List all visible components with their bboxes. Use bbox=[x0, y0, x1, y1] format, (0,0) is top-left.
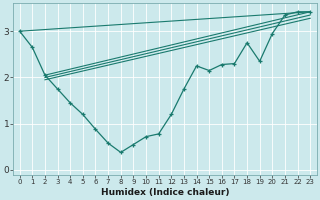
X-axis label: Humidex (Indice chaleur): Humidex (Indice chaleur) bbox=[101, 188, 229, 197]
